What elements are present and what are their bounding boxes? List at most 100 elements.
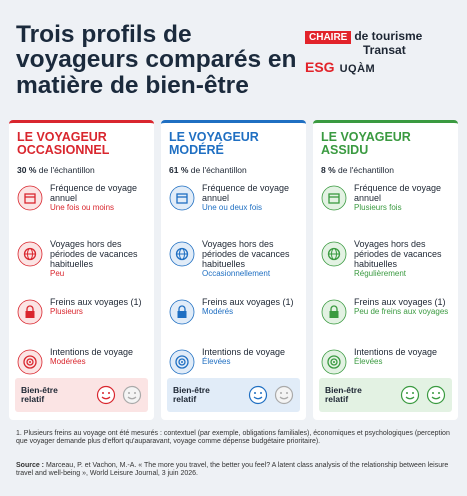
- wellbeing-label: Bien-être relatif: [325, 384, 362, 404]
- profile-item: Voyages hors des périodes de vacances ha…: [169, 239, 298, 297]
- item-value: Une ou deux fois: [202, 203, 263, 213]
- item-value: Élevées: [202, 357, 231, 367]
- item-icon: [321, 241, 347, 267]
- profile-item: Freins aux voyages (1) Plusieurs: [17, 297, 146, 347]
- sample-share: 61 % de l'échantillon: [169, 165, 298, 175]
- wellbeing-faces: [400, 385, 446, 405]
- item-text: Voyages hors des périodes de vacances ha…: [50, 239, 146, 279]
- item-icon: [17, 299, 43, 325]
- item-text: Fréquence de voyage annuel Une ou deux fo…: [202, 183, 298, 213]
- profile-item: Intentions de voyage Élevées: [169, 347, 298, 395]
- wellbeing-label: Bien-être relatif: [21, 384, 58, 404]
- item-icon: [169, 241, 195, 267]
- item-value: Régulièrement: [354, 269, 407, 279]
- item-label: Fréquence de voyage annuel: [354, 183, 442, 204]
- logo-esg: ESG: [305, 59, 335, 76]
- wellbeing-box: Bien-être relatif: [167, 378, 300, 412]
- item-icon: [169, 349, 195, 375]
- item-label: Voyages hors des périodes de vacances ha…: [50, 239, 138, 270]
- item-text: Freins aux voyages (1) Peu de freins aux …: [354, 297, 448, 317]
- smiley: [426, 385, 446, 405]
- wellbeing-faces: [96, 385, 142, 405]
- smiley: [274, 385, 294, 405]
- source-label: Source :: [16, 462, 45, 469]
- wellbeing-faces: [248, 385, 294, 405]
- share-note: de l'échantillon: [190, 165, 247, 175]
- item-label: Voyages hors des périodes de vacances ha…: [354, 239, 442, 270]
- item-text: Voyages hors des périodes de vacances ha…: [354, 239, 450, 279]
- item-text: Intentions de voyage Élevées: [354, 347, 437, 367]
- item-icon: [321, 299, 347, 325]
- item-icon: [17, 241, 43, 267]
- profile-item: Fréquence de voyage annuel Plusieurs fois: [321, 183, 450, 239]
- item-text: Fréquence de voyage annuel Plusieurs fois: [354, 183, 450, 213]
- item-icon: [321, 185, 347, 211]
- item-label: Freins aux voyages (1): [50, 297, 142, 307]
- smiley: [122, 385, 142, 405]
- profile-item: Freins aux voyages (1) Peu de freins aux …: [321, 297, 450, 347]
- profile-item: Intentions de voyage Modérées: [17, 347, 146, 395]
- profile-item: Freins aux voyages (1) Modérés: [169, 297, 298, 347]
- share-value: 8 %: [321, 165, 336, 175]
- profile-panel: LE VOYAGEUR OCCASIONNEL 30 % de l'échanti…: [9, 120, 154, 420]
- footnote: 1. Plusieurs freins au voyage ont été me…: [16, 430, 450, 446]
- item-text: Freins aux voyages (1) Plusieurs: [50, 297, 142, 317]
- profile-title: LE VOYAGEUR MODÉRÉ: [169, 130, 259, 158]
- item-value: Plusieurs: [50, 307, 83, 317]
- logo-uqam: UQÀM: [339, 63, 376, 76]
- smiley: [400, 385, 420, 405]
- item-label: Fréquence de voyage annuel: [202, 183, 290, 204]
- profile-panel: LE VOYAGEUR ASSIDU 8 % de l'échantillon Fr…: [313, 120, 458, 420]
- item-icon: [17, 185, 43, 211]
- item-value: Une fois ou moins: [50, 203, 115, 213]
- title: Trois profils de voyageurs comparés en m…: [16, 21, 297, 99]
- item-text: Freins aux voyages (1) Modérés: [202, 297, 294, 317]
- logo-chaire: CHAIRE: [305, 31, 352, 44]
- item-label: Freins aux voyages (1): [354, 297, 446, 307]
- item-value: Peu: [50, 269, 65, 279]
- share-note: de l'échantillon: [338, 165, 394, 175]
- profile-title: LE VOYAGEUR ASSIDU: [321, 130, 411, 158]
- profile-item: Voyages hors des périodes de vacances ha…: [321, 239, 450, 297]
- logo-line2: Transat: [363, 42, 406, 57]
- wellbeing-box: Bien-être relatif: [15, 378, 148, 412]
- item-value: Modérées: [50, 357, 86, 367]
- share-value: 30 %: [17, 165, 37, 175]
- profile-item: Fréquence de voyage annuel Une fois ou mo…: [17, 183, 146, 239]
- item-icon: [321, 349, 347, 375]
- item-value: Occasionnellement: [202, 269, 271, 279]
- share-note: de l'échantillon: [38, 165, 95, 175]
- item-text: Fréquence de voyage annuel Une fois ou mo…: [50, 183, 146, 213]
- item-label: Fréquence de voyage annuel: [50, 183, 138, 204]
- item-icon: [169, 299, 195, 325]
- item-value: Plusieurs fois: [354, 203, 402, 213]
- item-text: Intentions de voyage Modérées: [50, 347, 133, 367]
- item-icon: [17, 349, 43, 375]
- source: Source : Marceau, P. et Vachon, M.-A. « …: [16, 462, 456, 479]
- item-value: Peu de freins aux voyages: [354, 307, 449, 317]
- profile-panel: LE VOYAGEUR MODÉRÉ 61 % de l'échantillon F…: [161, 120, 306, 420]
- item-label: Intentions de voyage: [202, 347, 286, 357]
- logo: CHAIRE de tourisme Transat ESG UQÀM: [305, 30, 455, 76]
- item-text: Voyages hors des périodes de vacances ha…: [202, 239, 298, 279]
- smiley: [248, 385, 268, 405]
- wellbeing-box: Bien-être relatif: [319, 378, 452, 412]
- sample-share: 8 % de l'échantillon: [321, 165, 450, 175]
- item-value: Élevées: [354, 357, 383, 367]
- item-icon: [169, 185, 195, 211]
- logo-line1: de tourisme: [354, 29, 423, 43]
- wellbeing-label: Bien-être relatif: [173, 384, 210, 404]
- sample-share: 30 % de l'échantillon: [17, 165, 146, 175]
- profile-item: Intentions de voyage Élevées: [321, 347, 450, 395]
- share-value: 61 %: [169, 165, 189, 175]
- item-label: Intentions de voyage: [50, 347, 134, 357]
- item-label: Intentions de voyage: [354, 347, 438, 357]
- item-value: Modérés: [202, 307, 234, 317]
- smiley: [96, 385, 116, 405]
- item-label: Voyages hors des périodes de vacances ha…: [202, 239, 290, 270]
- profile-item: Voyages hors des périodes de vacances ha…: [17, 239, 146, 297]
- item-label: Freins aux voyages (1): [202, 297, 294, 307]
- profile-item: Fréquence de voyage annuel Une ou deux fo…: [169, 183, 298, 239]
